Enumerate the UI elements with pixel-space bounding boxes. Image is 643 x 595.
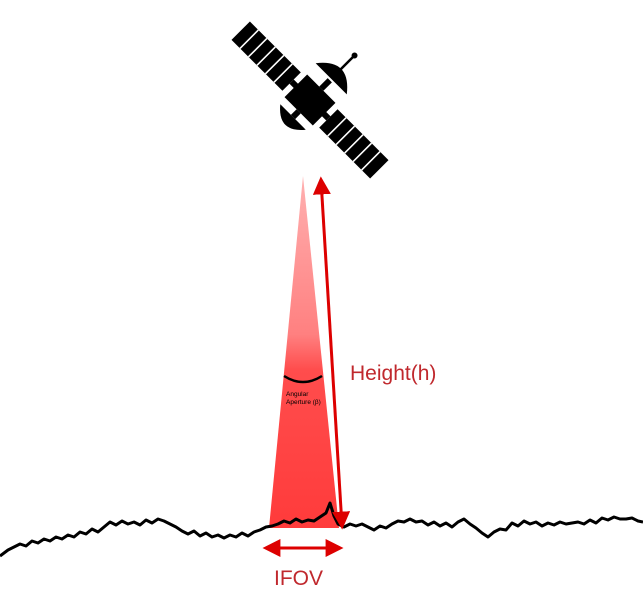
satellite-icon — [231, 21, 389, 179]
aperture-label-line2: Aperture (β) — [286, 399, 321, 406]
ifov-label: IFOV — [274, 567, 323, 590]
height-label: Height(h) — [350, 362, 436, 385]
aperture-label-line1: Angular — [286, 391, 309, 398]
height-arrow — [312, 176, 351, 530]
sensor-beam — [269, 176, 339, 528]
